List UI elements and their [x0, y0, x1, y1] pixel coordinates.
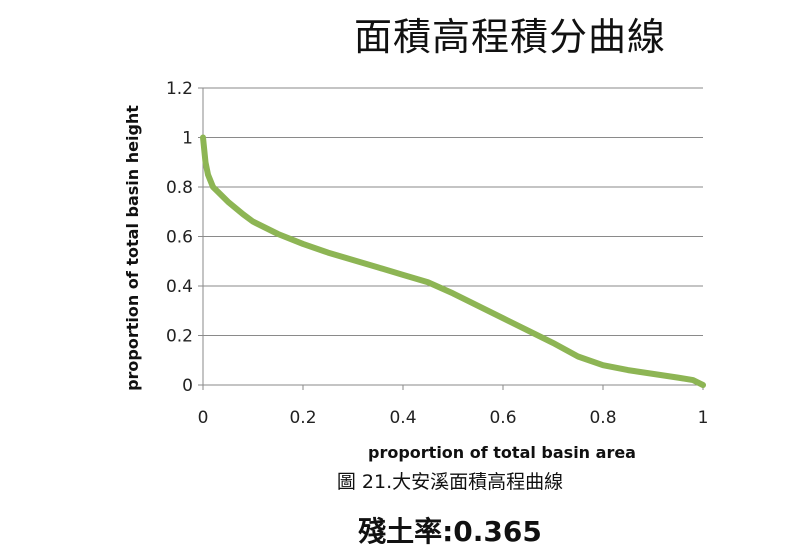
x-tick-labels: 0 0.2 0.4 0.6 0.8 1 — [198, 408, 709, 428]
x-axis-label: proportion of total basin area — [368, 443, 636, 462]
chart-title: 面積高程積分曲線 — [353, 15, 666, 59]
y-tick-label: 0.2 — [166, 327, 193, 347]
ratio-text: 殘土率:0.365 — [358, 515, 542, 548]
x-tick-label: 0.6 — [489, 408, 516, 428]
x-tick-label: 0.8 — [589, 408, 616, 428]
x-tick-label: 1 — [698, 408, 709, 428]
y-tick-label: 0.6 — [166, 228, 193, 248]
y-tick-label: 0.4 — [166, 277, 193, 297]
x-tick-label: 0 — [198, 408, 209, 428]
figure-caption: 圖 21.大安溪面積高程曲線 — [336, 471, 564, 493]
y-axis-label: proportion of total basin height — [123, 105, 142, 391]
y-tick-label: 1 — [182, 129, 193, 149]
y-tick-label: 0 — [182, 376, 193, 396]
series-line — [200, 134, 706, 388]
grid — [203, 87, 703, 336]
y-tick-labels: 0 0.2 0.4 0.6 0.8 1 1.2 — [166, 79, 193, 396]
x-tick-label: 0.4 — [389, 408, 416, 428]
x-tick-label: 0.2 — [289, 408, 316, 428]
y-tick-label: 0.8 — [166, 178, 193, 198]
y-tick-label: 1.2 — [166, 79, 193, 99]
axes — [198, 87, 704, 390]
